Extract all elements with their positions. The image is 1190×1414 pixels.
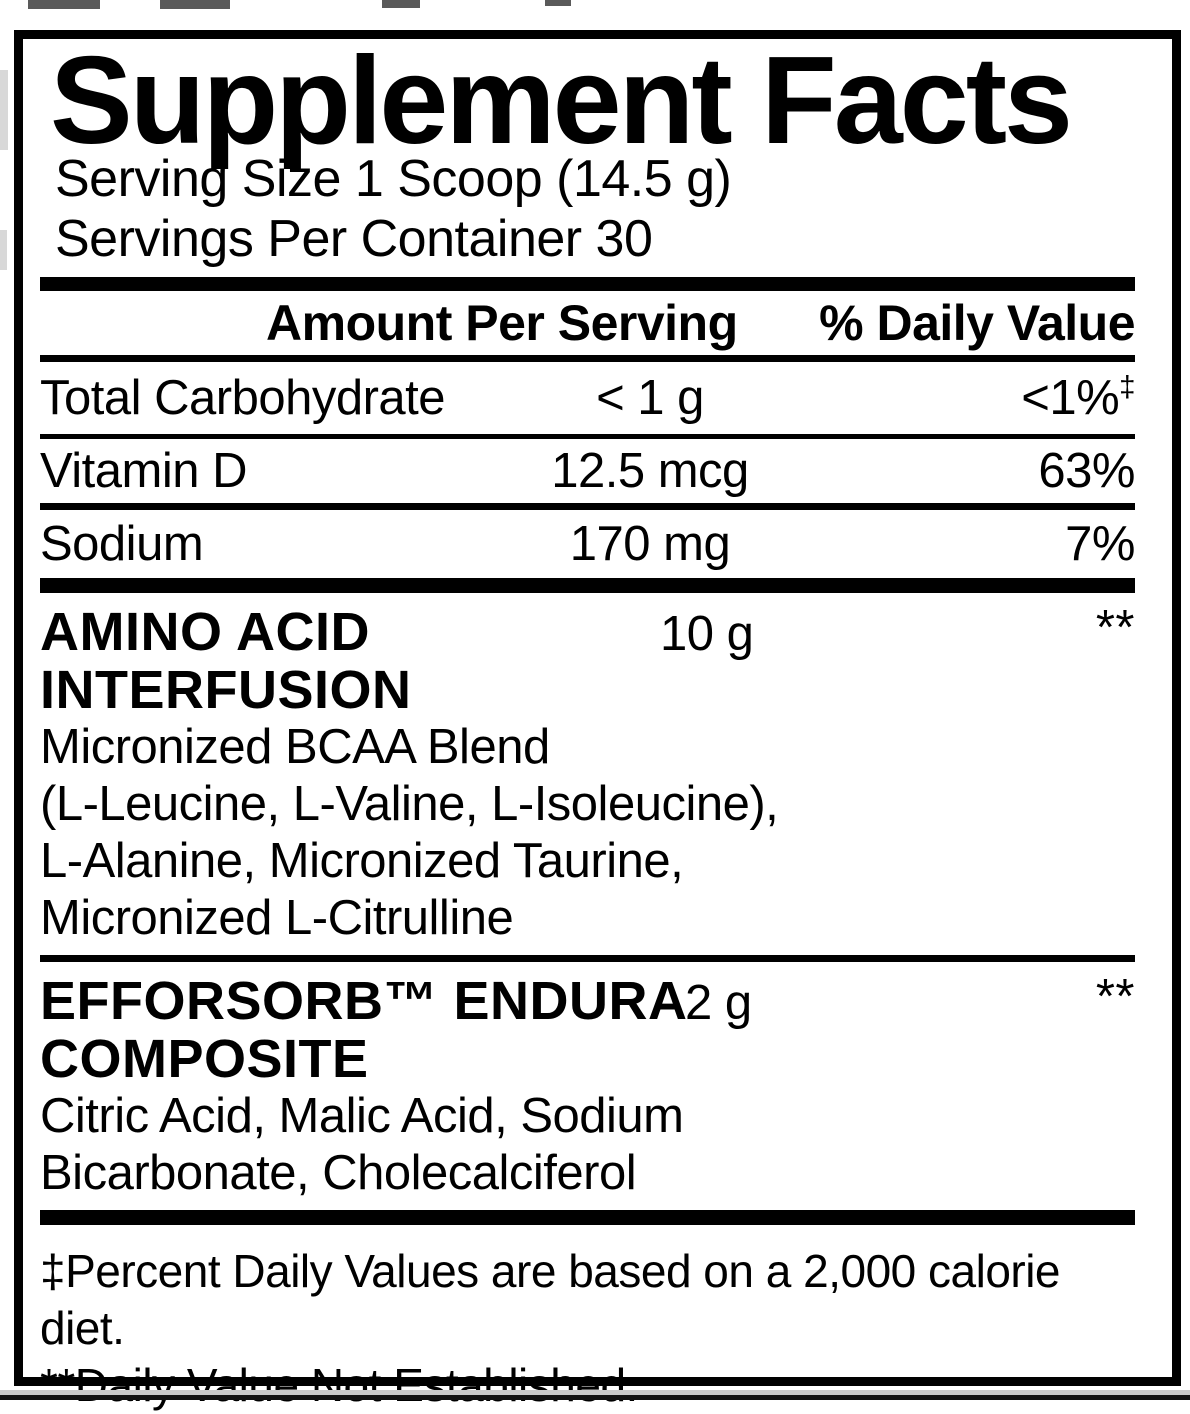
blend-section-amino-acid: AMINO ACID 10 g ** INTERFUSION Micronize… [40,593,1135,955]
scan-artifact [0,1395,1190,1400]
scan-artifact [545,0,571,6]
nutrient-amount: < 1 g [596,371,704,425]
servings-per-container: Servings Per Container 30 [55,210,653,268]
divider-thick [40,277,1135,291]
blend-name-line1: AMINO ACID [40,602,370,662]
blend-amount: 10 g [660,607,754,661]
table-row: Total Carbohydrate < 1 g <1%‡ [40,362,1135,434]
divider-medium [40,355,1135,362]
blend-daily-value: ** [1095,601,1135,655]
nutrient-amount: 170 mg [569,517,731,571]
serving-size: Serving Size 1 Scoop (14.5 g) [55,150,732,208]
blend-name-line2: INTERFUSION [40,660,412,720]
amount-per-serving-header: Amount Per Serving [266,295,738,351]
daily-value-header: % Daily Value [819,295,1135,351]
supplement-facts-panel: Supplement Facts Serving Size 1 Scoop (1… [14,30,1181,1411]
footnote-daily-values: ‡Percent Daily Values are based on a 2,0… [40,1245,1061,1354]
scan-artifact [28,0,100,9]
blend-ingredients-line: (L-Leucine, L-Valine, L-Isoleucine), [40,777,779,831]
nutrient-name: Total Carbohydrate [40,371,446,425]
blend-daily-value: ** [1095,970,1135,1024]
scan-artifact [160,0,230,9]
divider-thin [40,434,1135,439]
nutrient-daily-value: 63% [1038,444,1135,498]
footnotes: ‡Percent Daily Values are based on a 2,0… [40,1225,1135,1414]
table-row: Vitamin D 12.5 mcg 63% [40,439,1136,503]
scan-artifact [382,0,420,8]
blend-ingredients-line: Micronized BCAA Blend [40,720,550,774]
nutrient-daily-value: 7% [1065,517,1135,571]
divider-thick [40,1210,1135,1225]
blend-name-line1: EFFORSORB™ ENDURA [40,971,688,1031]
scan-artifact [0,1390,1190,1395]
blend-amount: 2 g [685,976,752,1030]
page-title: Supplement Facts [50,32,1073,170]
blend-ingredients-line: Micronized L-Citrulline [40,891,514,945]
blend-header: AMINO ACID 10 g ** [40,601,1135,662]
table-header: Amount Per Serving % Daily Value [40,291,1135,355]
nutrient-name: Vitamin D [40,444,248,498]
nutrient-amount: 12.5 mcg [551,444,749,498]
blend-ingredients-line: L-Alanine, Micronized Taurine, [40,834,684,888]
nutrient-daily-value: <1%‡ [820,370,1135,426]
footnote-not-established: **Daily Value Not Established. [40,1359,638,1411]
blend-header: EFFORSORB™ ENDURA 2 g ** [40,970,1135,1031]
scan-artifact [0,230,7,270]
blend-name-line2: COMPOSITE [40,1029,369,1089]
blend-section-efforsorb: EFFORSORB™ ENDURA 2 g ** COMPOSITE Citri… [40,962,1135,1210]
daily-value-text: <1% [1021,371,1120,425]
blend-ingredients-line: Bicarbonate, Cholecalciferol [40,1146,637,1200]
divider-medium [40,955,1135,962]
divider-thick [40,578,1135,593]
table-row: Sodium 170 mg 7% [40,510,1136,578]
nutrient-name: Sodium [40,517,204,571]
divider-medium [40,503,1135,510]
blend-ingredients-line: Citric Acid, Malic Acid, Sodium [40,1089,684,1143]
daily-value-footnote-mark: ‡ [1119,370,1135,404]
scan-artifact [0,70,8,150]
